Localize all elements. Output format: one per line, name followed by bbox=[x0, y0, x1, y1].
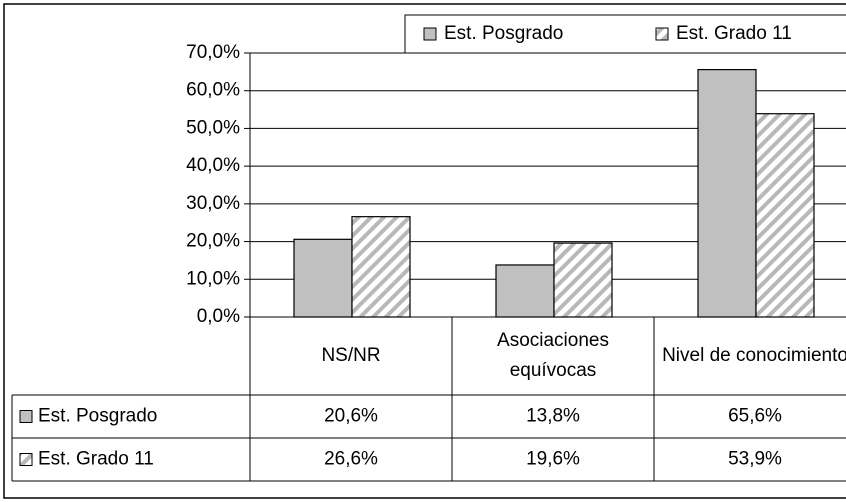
y-tick-label: 60,0% bbox=[186, 80, 240, 101]
category-cell: NS/NR bbox=[321, 345, 381, 366]
bar bbox=[553, 242, 613, 318]
legend-label: Est. Grado 11 bbox=[676, 23, 792, 44]
bar bbox=[697, 68, 757, 318]
value-label: 20,6% bbox=[324, 406, 378, 427]
row-label: Est. Posgrado bbox=[38, 406, 157, 427]
y-tick-label: 10,0% bbox=[186, 268, 240, 289]
value-label: 13,8% bbox=[526, 406, 580, 427]
y-tick-label: 30,0% bbox=[186, 193, 240, 214]
x-tick-label: Nivel de conocimiento bbox=[662, 345, 846, 366]
category-cell: Nivel de conocimiento bbox=[662, 345, 846, 366]
bar bbox=[293, 238, 353, 318]
y-tick-label: 70,0% bbox=[186, 42, 240, 63]
value-label: 65,6% bbox=[728, 406, 782, 427]
legend-key bbox=[423, 27, 437, 41]
x-tick-label: NS/NR bbox=[321, 345, 381, 366]
value-label: 19,6% bbox=[526, 449, 580, 470]
legend-label: Est. Posgrado bbox=[444, 23, 563, 44]
y-tick-label: 50,0% bbox=[186, 117, 240, 138]
bar bbox=[495, 264, 555, 318]
bar bbox=[755, 113, 815, 318]
legend-key bbox=[655, 27, 669, 41]
y-tick-label: 40,0% bbox=[186, 155, 240, 176]
value-label: 53,9% bbox=[728, 449, 782, 470]
row-label: Est. Grado 11 bbox=[38, 449, 154, 470]
y-tick-label: 20,0% bbox=[186, 231, 240, 252]
x-tick-label: Asociaciones equívocas bbox=[497, 330, 609, 381]
legend-key bbox=[19, 410, 33, 423]
legend-box bbox=[404, 14, 846, 54]
y-tick-label: 0,0% bbox=[197, 306, 240, 327]
bar bbox=[351, 216, 411, 318]
category-cell: Asociaciones equívocas bbox=[497, 330, 609, 381]
value-label: 26,6% bbox=[324, 449, 378, 470]
legend-key bbox=[19, 453, 33, 466]
